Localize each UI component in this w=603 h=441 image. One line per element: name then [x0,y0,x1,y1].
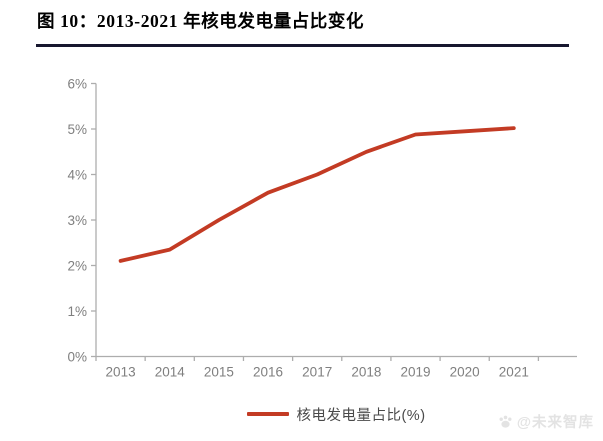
legend-label: 核电发电量占比(%) [296,407,426,424]
chart-legend: 核电发电量占比(%) [96,403,577,425]
y-tick-label: 1% [67,304,87,319]
figure-title: 图 10：2013-2021 年核电发电量占比变化 [37,11,365,31]
watermark: @未来智库 [497,409,594,433]
y-tick-label: 0% [67,349,87,364]
y-tick-label: 2% [67,258,87,273]
x-tick-label: 2019 [400,365,430,380]
y-tick-label: 3% [67,213,87,228]
x-tick-label: 2015 [204,365,234,380]
legend-line-swatch [247,412,290,416]
title-underline-rule [36,44,569,47]
x-tick-label: 2014 [155,365,186,380]
y-tick-label: 4% [67,167,87,182]
x-tick-label: 2020 [450,365,480,380]
x-tick-label: 2021 [499,365,529,380]
data-line-核电发电量占比(%) [118,126,516,263]
x-tick-label: 2017 [302,365,332,380]
y-tick-label: 6% [67,76,87,91]
y-tick-label: 5% [67,122,87,137]
watermark-text: @未来智库 [516,414,594,431]
x-tick-label: 2016 [253,365,283,380]
x-tick-label: 2013 [106,365,136,380]
paw-icon [499,415,512,428]
x-tick-label: 2018 [351,365,381,380]
